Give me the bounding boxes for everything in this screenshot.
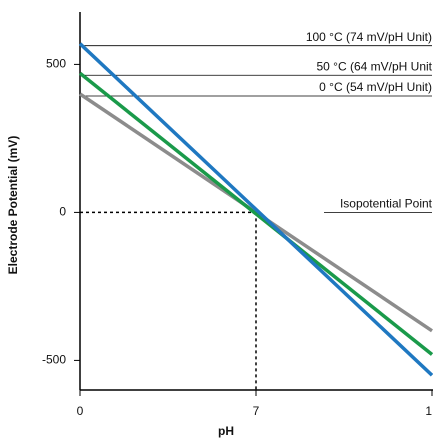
- x-axis-label: pH: [218, 424, 234, 438]
- x-tick-label: 0: [77, 404, 84, 418]
- y-axis-label: Electrode Potential (mV): [6, 136, 20, 275]
- x-tick-label: 7: [253, 404, 260, 418]
- series-label: 50 °C (64 mV/pH Unit: [316, 59, 432, 73]
- annotation-text: Isopotential Point: [340, 197, 433, 211]
- series-label: 100 °C (74 mV/pH Unit): [306, 30, 432, 44]
- x-tick-label: 1: [425, 404, 432, 418]
- series-line: [78, 71, 433, 356]
- series-line: [78, 42, 433, 377]
- series-label: 0 °C (54 mV/pH Unit): [319, 80, 432, 94]
- y-tick-label: 500: [46, 57, 66, 71]
- y-tick-label: 0: [59, 205, 66, 219]
- y-tick-label: -500: [42, 353, 66, 367]
